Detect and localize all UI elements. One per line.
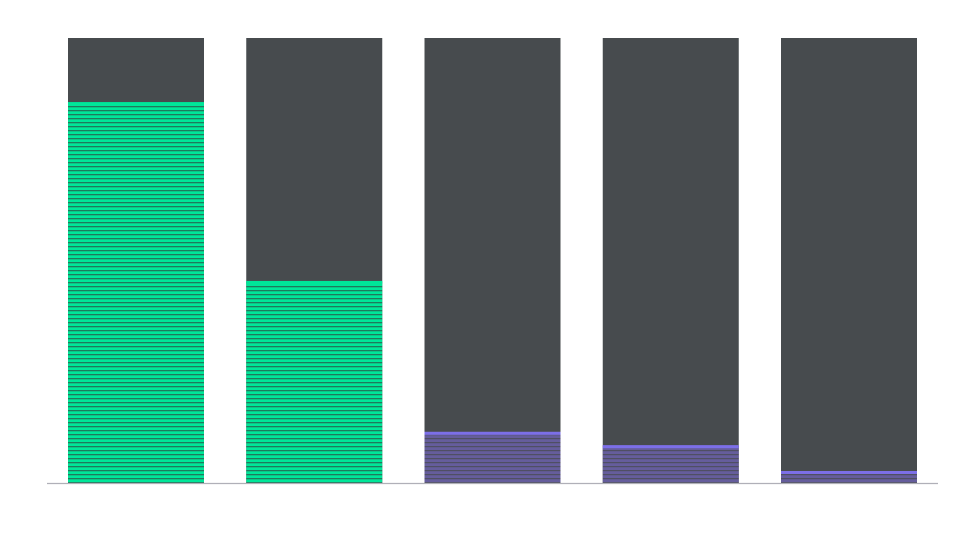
bar-value-1	[68, 102, 204, 483]
bar-cap-4	[602, 445, 739, 449]
bar-remainder-5	[781, 38, 917, 483]
bar-value-3	[424, 431, 561, 483]
bar-cap-1	[68, 102, 204, 106]
bars-group	[68, 38, 917, 483]
bar-value-4	[602, 445, 739, 483]
bar-value-2	[246, 280, 383, 483]
bar-value-5	[781, 470, 917, 483]
bar-cap-2	[246, 280, 383, 284]
bar-cap-5	[781, 470, 917, 474]
bar-remainder-4	[602, 38, 739, 483]
bar-remainder-3	[424, 38, 561, 483]
bar-cap-3	[424, 431, 561, 435]
